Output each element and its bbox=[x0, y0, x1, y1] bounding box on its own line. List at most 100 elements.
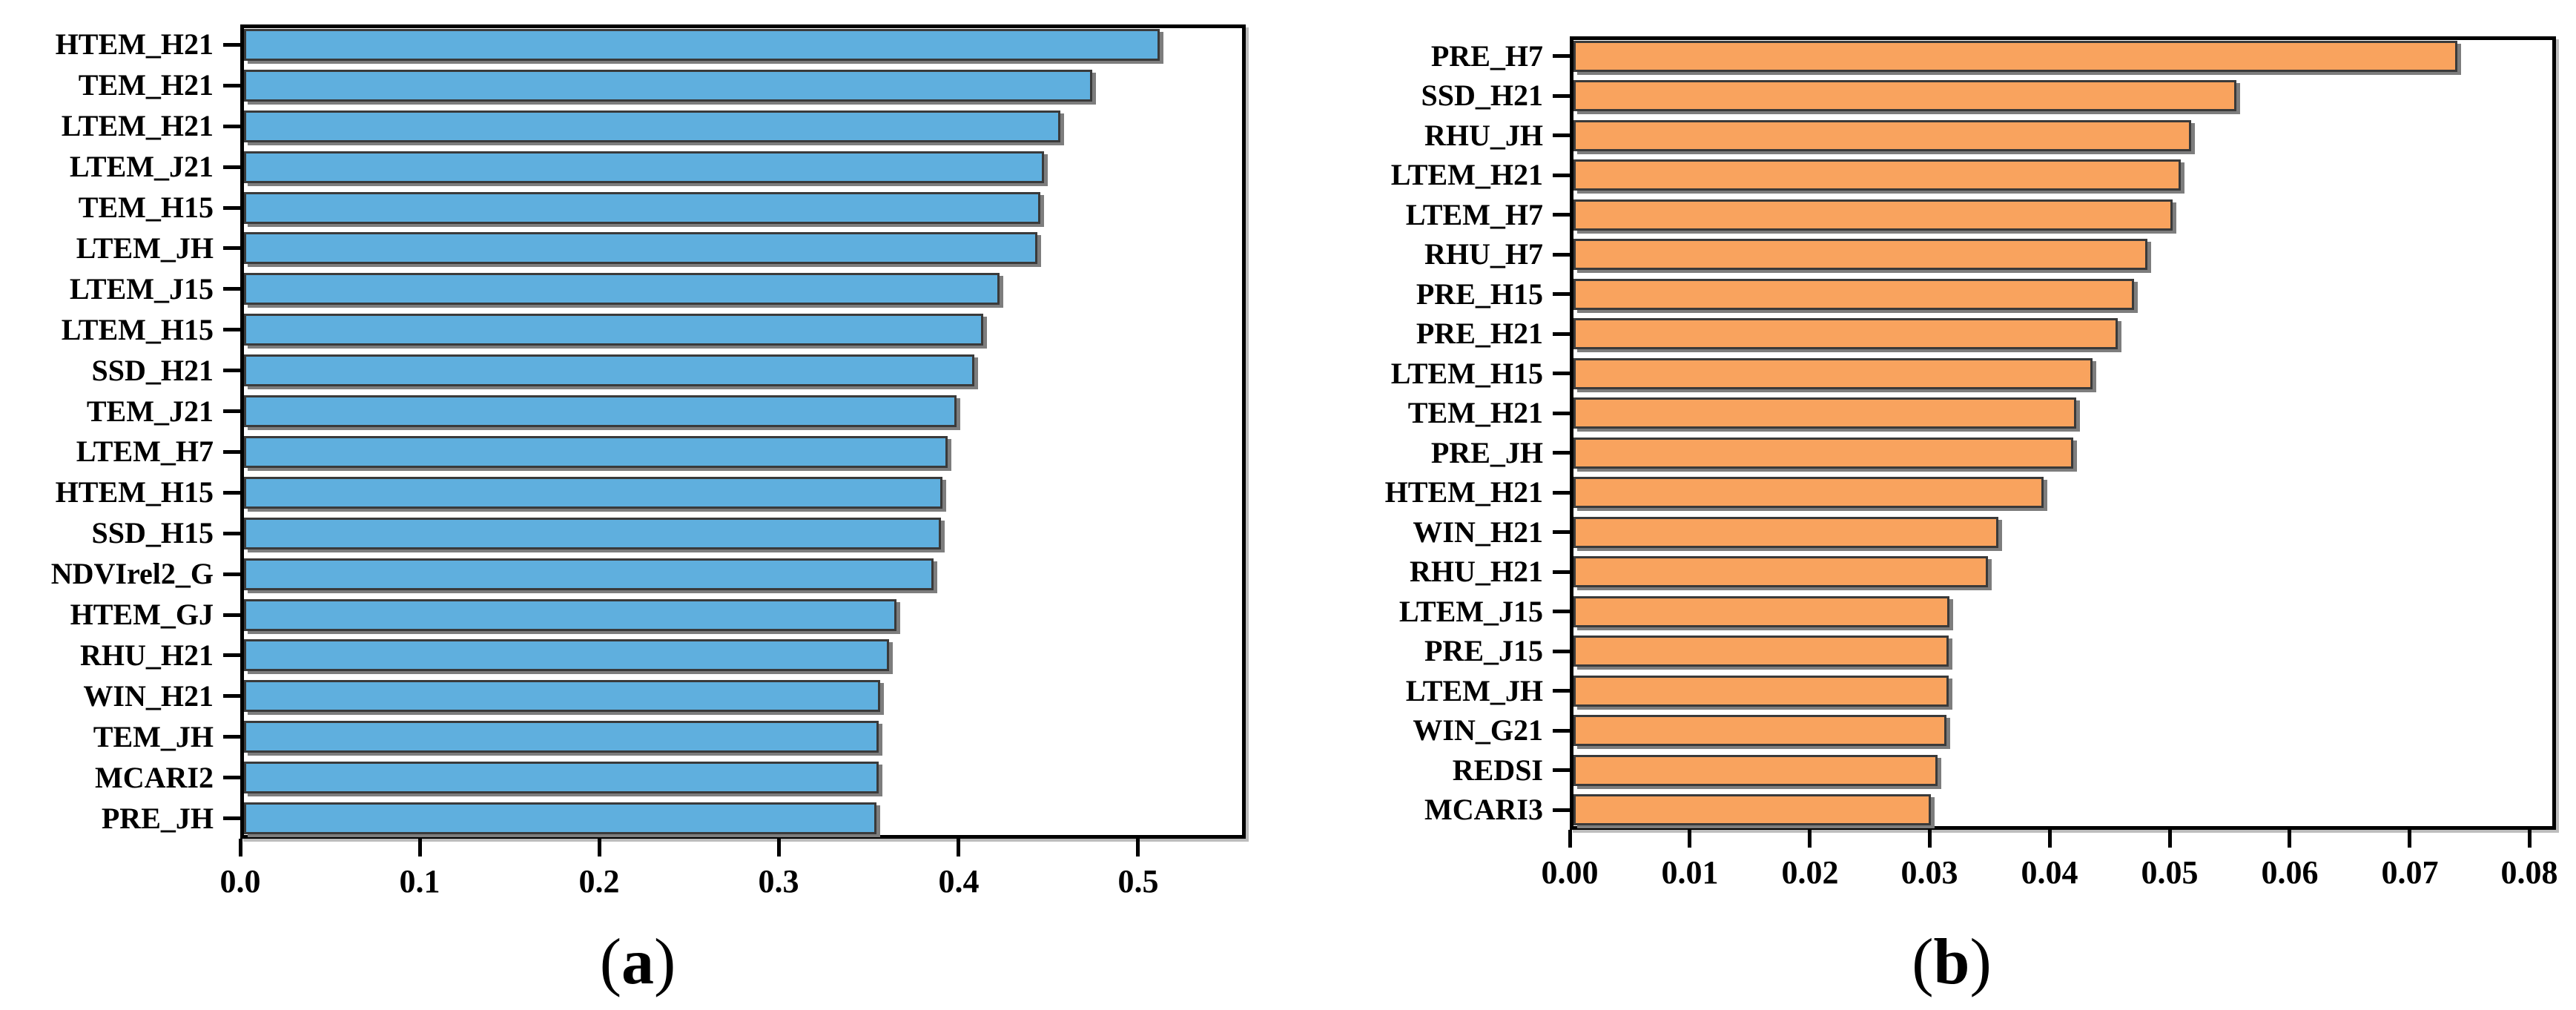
bar-LTEM_H21 bbox=[1573, 159, 2181, 191]
y-tick bbox=[223, 43, 240, 47]
bar-PRE_H21 bbox=[1573, 318, 2118, 349]
bar-HTEM_H21 bbox=[1573, 477, 2044, 508]
y-axis-label: TEM_H15 bbox=[78, 191, 214, 224]
y-axis-label: TEM_H21 bbox=[1407, 396, 1543, 429]
y-axis-label: WIN_H21 bbox=[1413, 515, 1543, 549]
y-axis-label: WIN_G21 bbox=[1413, 713, 1543, 747]
panel-a-caption: (a) bbox=[519, 924, 756, 1001]
x-tick-label: 0.02 bbox=[1781, 854, 1839, 891]
y-axis-label: SSD_H15 bbox=[91, 516, 214, 549]
bar-LTEM_H15 bbox=[1573, 358, 2093, 389]
y-tick bbox=[1553, 292, 1570, 296]
y-axis-label: SSD_H21 bbox=[91, 354, 214, 387]
bar-WIN_H21 bbox=[244, 680, 880, 712]
caption-a-letter: a bbox=[621, 926, 654, 998]
y-tick bbox=[223, 694, 240, 698]
x-tick-label: 0.00 bbox=[1541, 854, 1599, 891]
y-axis-label: MCARI3 bbox=[1424, 793, 1543, 826]
bar-HTEM_H15 bbox=[244, 477, 942, 509]
plot-area bbox=[1570, 36, 2556, 830]
x-tick-label: 0.05 bbox=[2141, 854, 2199, 891]
bar-LTEM_J21 bbox=[244, 151, 1044, 183]
bar-SSD_H15 bbox=[244, 518, 941, 549]
caption-a-close-paren: ) bbox=[654, 926, 676, 998]
caption-b-open-paren: ( bbox=[1912, 926, 1934, 998]
y-tick bbox=[223, 572, 240, 576]
y-axis-label: LTEM_JH bbox=[76, 231, 214, 265]
y-tick bbox=[223, 653, 240, 657]
y-axis-label: LTEM_J15 bbox=[1398, 595, 1543, 628]
y-tick bbox=[1553, 54, 1570, 58]
y-axis-label: TEM_H21 bbox=[78, 68, 214, 102]
y-tick bbox=[1553, 174, 1570, 177]
y-axis-label: LTEM_H7 bbox=[1405, 198, 1543, 231]
y-tick bbox=[1553, 332, 1570, 336]
y-axis-label: RHU_H21 bbox=[1410, 555, 1543, 588]
y-axis-label: PRE_J15 bbox=[1424, 634, 1543, 667]
y-axis-label: RHU_H7 bbox=[1424, 237, 1543, 271]
caption-b-close-paren: ) bbox=[1969, 926, 1992, 998]
x-tick bbox=[1688, 830, 1691, 848]
bar-LTEM_JH bbox=[244, 232, 1037, 264]
bar-MCARI2 bbox=[244, 762, 879, 793]
y-tick bbox=[223, 246, 240, 250]
bar-SSD_H21 bbox=[244, 354, 974, 386]
bar-LTEM_JH bbox=[1573, 676, 1949, 707]
x-tick-label: 0.06 bbox=[2261, 854, 2319, 891]
y-axis-label: HTEM_GJ bbox=[70, 598, 214, 631]
y-tick bbox=[1553, 610, 1570, 613]
y-tick bbox=[223, 450, 240, 454]
y-axis-label: LTEM_H15 bbox=[1390, 357, 1543, 390]
y-axis-label: RHU_H21 bbox=[80, 638, 214, 672]
y-tick bbox=[1553, 451, 1570, 455]
x-tick-label: 0.04 bbox=[2021, 854, 2078, 891]
y-tick bbox=[223, 206, 240, 210]
bar-LTEM_H21 bbox=[244, 110, 1060, 142]
y-tick bbox=[223, 165, 240, 169]
y-tick bbox=[1553, 253, 1570, 257]
x-tick bbox=[1808, 830, 1812, 848]
y-axis-label: MCARI2 bbox=[95, 761, 214, 794]
bar-MCARI3 bbox=[1573, 794, 1931, 825]
x-tick-label: 0.03 bbox=[1900, 854, 1958, 891]
x-tick bbox=[777, 839, 781, 856]
y-axis-label: PRE_JH bbox=[101, 802, 214, 835]
x-tick-label: 0.07 bbox=[2381, 854, 2439, 891]
bar-LTEM_H7 bbox=[1573, 199, 2173, 231]
bar-RHU_H21 bbox=[244, 639, 889, 671]
x-tick bbox=[1928, 830, 1932, 848]
panel-b-caption: (b) bbox=[1833, 924, 2070, 1001]
y-tick bbox=[223, 369, 240, 372]
y-axis-label: WIN_H21 bbox=[83, 679, 214, 713]
bar-PRE_JH bbox=[1573, 438, 2073, 469]
caption-b-letter: b bbox=[1933, 926, 1970, 998]
x-tick bbox=[598, 839, 601, 856]
y-axis-label: LTEM_JH bbox=[1405, 674, 1543, 707]
x-tick-label: 0.0 bbox=[219, 863, 261, 900]
bar-NDVIrel2_G bbox=[244, 558, 934, 590]
caption-a-open-paren: ( bbox=[599, 926, 621, 998]
y-axis-label: REDSI bbox=[1452, 753, 1543, 787]
x-tick-label: 0.5 bbox=[1117, 863, 1159, 900]
bar-LTEM_H7 bbox=[244, 436, 948, 468]
y-tick bbox=[223, 328, 240, 331]
x-tick bbox=[1136, 839, 1140, 856]
bar-WIN_G21 bbox=[1573, 715, 1946, 746]
y-tick bbox=[223, 409, 240, 413]
bar-RHU_JH bbox=[1573, 120, 2191, 151]
x-tick-label: 0.4 bbox=[938, 863, 980, 900]
y-tick bbox=[223, 491, 240, 495]
y-axis-label: NDVIrel2_G bbox=[50, 557, 214, 590]
bar-TEM_H21 bbox=[244, 70, 1092, 102]
y-axis-label: PRE_H7 bbox=[1430, 39, 1543, 73]
y-axis-label: LTEM_H21 bbox=[1390, 158, 1543, 191]
y-axis-label: PRE_JH bbox=[1430, 436, 1543, 469]
y-tick bbox=[223, 125, 240, 128]
y-tick bbox=[223, 287, 240, 291]
bar-PRE_H15 bbox=[1573, 279, 2134, 310]
y-axis-label: HTEM_H21 bbox=[55, 27, 214, 61]
y-axis-label: LTEM_J21 bbox=[69, 150, 214, 183]
